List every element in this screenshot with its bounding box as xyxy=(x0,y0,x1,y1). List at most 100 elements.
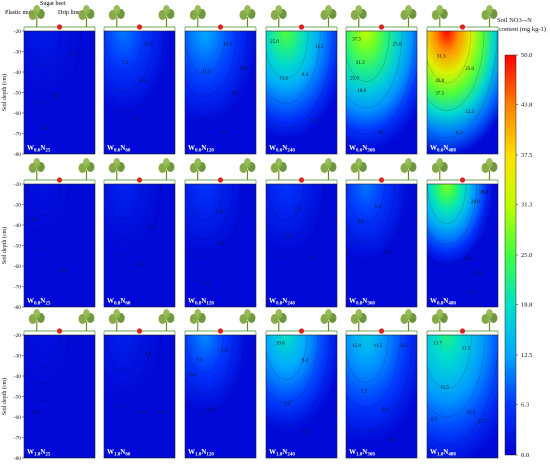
contour-label: 8.2 xyxy=(207,408,214,413)
heatmap-panel-W0.6N360: 37.5 31.3 25.0 18.8 25.0 8.5 W0.6N360 xyxy=(345,5,418,155)
contour-line xyxy=(346,31,403,109)
contour-label: 31.3 xyxy=(437,55,446,60)
heatmap-panel-W1.0N360: 15.0 11.5 11.5 7.2 6.3 9.3 W1.0N360 xyxy=(345,309,418,459)
contour-line xyxy=(104,335,152,389)
heatmap-panel-W0.6N120: 11.5 15.8 11.5 9.2 5.2 W0.6N120 xyxy=(184,5,257,155)
panel-field xyxy=(266,31,337,154)
contour-line xyxy=(185,184,234,241)
sugar-beet-plant-icon xyxy=(481,158,498,180)
contour-label: 11.5 xyxy=(467,410,476,415)
heatmap-panel-W0.8N120: 7.3 7.2 5.2 W0.8N120 xyxy=(184,158,257,308)
sugar-beet-plant-icon xyxy=(481,5,498,27)
panel-field xyxy=(185,31,256,154)
y-tick-label: -60 xyxy=(14,415,22,421)
contour-label: 13.5 xyxy=(474,272,483,277)
contour-line xyxy=(266,31,333,129)
contour-label: 9.3 xyxy=(389,439,396,444)
sugar-beet-plant-icon xyxy=(108,5,125,27)
contour-label: 11.5 xyxy=(440,386,449,391)
contour-label: 37.5 xyxy=(352,37,361,42)
panel-frame xyxy=(103,334,176,459)
contour-label: 5.3 xyxy=(158,410,165,415)
y-tick-label: -30 xyxy=(14,49,22,55)
colorbar-tick-label: 43.8 xyxy=(521,102,532,109)
sugar-beet-plant-icon xyxy=(320,158,337,180)
panel-label: W0.6N60 xyxy=(107,144,131,154)
panel-field xyxy=(266,335,337,458)
sugar-beet-plant-icon xyxy=(189,309,206,331)
y-tick-label: -40 xyxy=(14,223,22,229)
contour-label: 7.2 xyxy=(149,226,156,231)
contour-line xyxy=(427,31,498,139)
y-tick-label: -60 xyxy=(14,111,22,117)
colorbar-tick-label: 6.3 xyxy=(521,402,529,409)
y-axis-label: Soil depth (cm) xyxy=(1,378,8,415)
panel-label: W0.6N360 xyxy=(349,144,375,154)
contour-label: 15.8 xyxy=(464,257,473,262)
y-tick-label: -40 xyxy=(14,374,22,380)
colorbar-tick-label: 0.0 xyxy=(521,452,529,459)
contour-label: 6.3 xyxy=(382,408,389,413)
sugar-beet-plant-icon xyxy=(400,309,417,331)
contour-line xyxy=(104,184,161,257)
contour-label: 5.2 xyxy=(311,119,318,124)
contour-label: 5.2 xyxy=(203,281,210,286)
contour-line xyxy=(185,184,244,260)
y-tick-label: -80 xyxy=(14,305,22,311)
sugar-beet-plant-icon xyxy=(189,5,206,27)
y-tick-label: -40 xyxy=(14,70,22,76)
colorbar-title: Soil NO3–-N xyxy=(497,17,532,24)
drip-line-marker xyxy=(217,328,224,334)
panel-field xyxy=(427,184,498,307)
contour-label: 7.2 xyxy=(309,257,316,262)
y-tick-label: -80 xyxy=(14,456,22,462)
contour-label: 5.2 xyxy=(42,126,49,131)
panel-field xyxy=(427,335,498,458)
panel-frame xyxy=(265,334,338,459)
contour-label: 8.4 xyxy=(302,359,309,364)
colorbar-unit: content (mg kg-1) xyxy=(499,26,546,33)
panel-label: W0.6N240 xyxy=(269,144,295,154)
contour-label: 18.8 xyxy=(357,89,366,94)
contour-label: 5.2 xyxy=(385,251,392,256)
contour-label: 7.3 xyxy=(216,210,223,215)
contour-label: 11.5 xyxy=(462,346,471,351)
contour-label: 8.5 xyxy=(378,131,385,136)
contour-label: 7.2 xyxy=(361,389,368,394)
contour-line xyxy=(427,184,467,224)
contour-line xyxy=(185,31,237,97)
panel-label: W1.0N25 xyxy=(27,448,51,458)
sugar-beet-plant-icon xyxy=(189,158,206,180)
contour-line xyxy=(427,335,486,418)
contour-label: 5.2 xyxy=(133,116,140,121)
panel-field xyxy=(185,184,256,307)
contour-line xyxy=(185,31,248,119)
panel-label: W1.0N60 xyxy=(107,448,131,458)
contour-line xyxy=(266,31,309,79)
sugar-beet-plant-icon xyxy=(239,5,256,27)
contour-line xyxy=(104,31,165,113)
y-tick-label: -20 xyxy=(14,182,22,188)
heatmap-panel-W1.0N480: 13.711.511.511.517.56.3W1.0N480 xyxy=(426,309,499,459)
drip-line-marker xyxy=(459,177,466,183)
contour-line xyxy=(24,31,72,85)
sugar-beet-plant-icon xyxy=(431,158,448,180)
heatmap-panel-W0.8N25: 6.3 5.2 W0.8N25 -20 -30 -40 -50 -60 -70 -80 Soil d… xyxy=(1,158,96,311)
y-tick-label: -70 xyxy=(14,284,22,290)
contour-label: 7.2 xyxy=(221,349,228,354)
contour-label: 6.3 xyxy=(456,131,463,136)
contour-label: 5.2 xyxy=(145,352,152,357)
sugar-beet-plant-icon xyxy=(108,158,125,180)
contour-label: 5.2 xyxy=(221,131,228,136)
heatmap-panel-W0.6N60: 11.5 7.2 8.4 5.2 W0.6N60 xyxy=(103,5,176,155)
contour-line xyxy=(185,31,226,75)
sugar-beet-plant-icon xyxy=(350,309,367,331)
panel-label: W0.6N480 xyxy=(430,144,456,154)
drip-line-marker xyxy=(56,177,63,183)
contour-line xyxy=(24,184,79,250)
heatmap-panel-W0.8N60: 7.2 5.2 W0.8N60 xyxy=(103,158,176,308)
heatmap-panel-W0.8N360: 5.2 5.2 9.2 W0.8N360 xyxy=(345,158,418,308)
contour-label: 7.3 xyxy=(302,430,309,435)
drip-line-marker xyxy=(459,24,466,30)
contour-line xyxy=(27,335,61,368)
